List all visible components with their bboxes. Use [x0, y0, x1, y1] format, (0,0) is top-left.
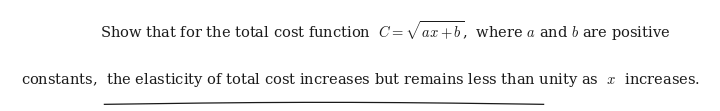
Text: Show that for the total cost function  $C = \sqrt{ax + b}$,  where $a$ and $b$ a: Show that for the total cost function $C… — [100, 19, 670, 43]
Text: constants,  the elasticity of total cost increases but remains less than unity a: constants, the elasticity of total cost … — [20, 71, 700, 89]
